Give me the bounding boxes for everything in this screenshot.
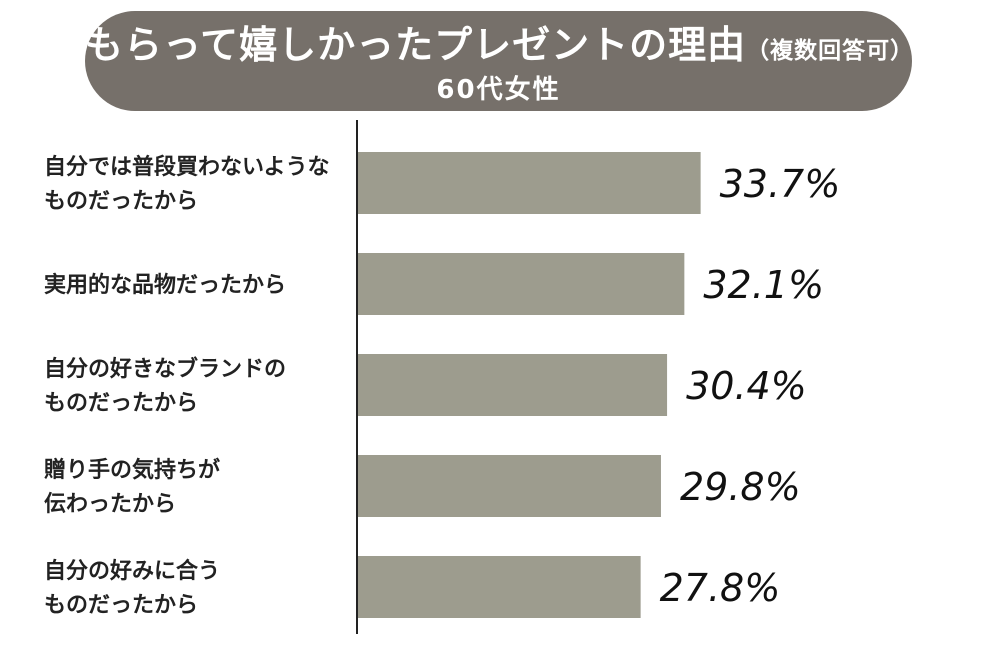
bar-5	[358, 556, 641, 618]
bar-3	[358, 354, 668, 416]
category-label-3-line-2: ものだったから	[44, 391, 198, 416]
value-label-4: 29.8%	[680, 465, 801, 509]
category-label-1-line-1: 自分では普段買わないような	[44, 154, 330, 180]
chart-subtitle: 60代女性	[436, 75, 561, 105]
chart-title-text: もらって嬉しかったプレゼントの理由	[85, 23, 747, 67]
chart-title: もらって嬉しかったプレゼントの理由（複数回答可）	[85, 23, 915, 73]
category-label-4-line-1: 贈り手の気持ちが	[44, 457, 220, 483]
category-label-5-line-1: 自分の好みに合う	[44, 558, 220, 584]
value-label-2: 32.1%	[703, 263, 824, 307]
value-label-3: 30.4%	[686, 364, 807, 408]
category-label-3-line-1: 自分の好きなブランドの	[44, 356, 286, 382]
chart-title-note: （複数回答可）	[746, 38, 915, 64]
value-label-5: 27.8%	[660, 566, 781, 610]
chart-title-banner: もらって嬉しかったプレゼントの理由（複数回答可） 60代女性	[85, 11, 915, 111]
bar-1	[358, 152, 701, 214]
category-label-4-line-2: 伝わったから	[44, 492, 176, 517]
bar-2	[358, 253, 685, 315]
category-label-5-line-2: ものだったから	[44, 593, 198, 618]
category-label-2-line-1: 実用的な品物だったから	[44, 272, 286, 298]
category-label-1-line-2: ものだったから	[44, 189, 198, 214]
value-label-1: 33.7%	[720, 162, 841, 206]
bar-4	[358, 455, 661, 517]
